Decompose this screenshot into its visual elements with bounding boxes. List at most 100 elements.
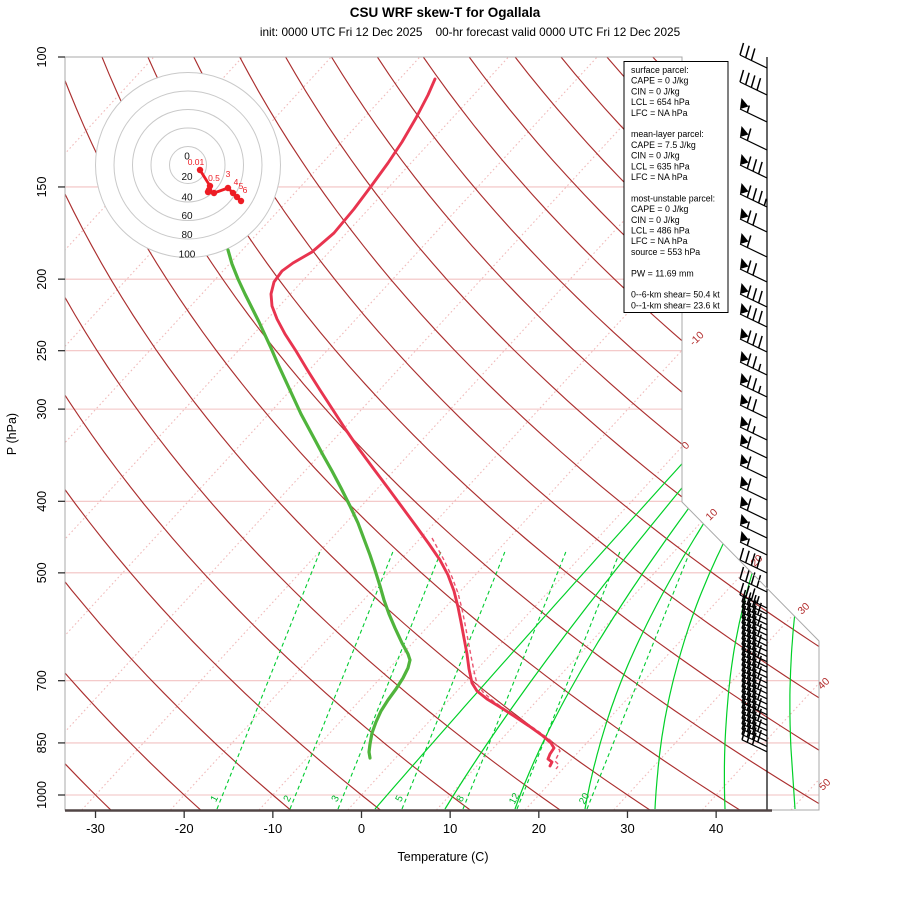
y-axis-tick-label: 1000 xyxy=(35,781,49,809)
dewpoint-curve xyxy=(226,248,412,760)
parcel-info-line: CIN = 0 J/kg xyxy=(631,86,680,96)
x-axis-title: Temperature (C) xyxy=(398,850,489,864)
parcel-info-line: most-unstable parcel: xyxy=(631,193,715,203)
wind-barb xyxy=(741,637,768,663)
parcel-info-line: LFC = NA hPa xyxy=(631,172,688,182)
parcel-info-line: surface parcel: xyxy=(631,65,689,75)
hodograph-point xyxy=(224,184,232,192)
x-axis-tick-label: 30 xyxy=(620,821,634,836)
dry-adiabat-line xyxy=(65,57,206,810)
dry-adiabat-line xyxy=(65,57,386,810)
isotherm-line xyxy=(65,57,509,810)
hodograph-height-label: 0.01 xyxy=(188,157,205,167)
wind-barb xyxy=(739,566,768,593)
wind-barb xyxy=(741,658,768,684)
isotherm-line xyxy=(701,57,819,810)
parcel-info-line: LFC = NA hPa xyxy=(631,108,688,118)
isotherm-label: 40 xyxy=(816,675,833,692)
wind-barb xyxy=(739,303,768,328)
wind-barb xyxy=(739,69,768,96)
parcel-info-line: 0--6-km shear= 50.4 kt xyxy=(631,290,720,300)
dry-adiabat-line xyxy=(285,57,819,810)
dry-adiabat-line xyxy=(65,57,296,810)
isotherm-line xyxy=(65,57,598,810)
wind-barb xyxy=(739,547,768,574)
wind-barb xyxy=(739,42,768,69)
wind-barb xyxy=(739,531,768,556)
mixing-ratio-label: 5 xyxy=(394,793,407,803)
chart-title: CSU WRF skew-T for Ogallala xyxy=(349,5,541,20)
wind-barb xyxy=(741,589,768,615)
parcel-info-line: CIN = 0 J/kg xyxy=(631,215,680,225)
hodograph-ring-label: 40 xyxy=(181,193,193,204)
wind-barbs xyxy=(739,42,768,810)
hodograph-height-label: 0.5 xyxy=(208,173,220,183)
y-axis-tick-label: 300 xyxy=(35,399,49,420)
hodograph-point xyxy=(237,197,245,205)
hodograph-height-label: 6 xyxy=(243,185,248,195)
dry-adiabat-line xyxy=(331,57,819,810)
dry-adiabat-line xyxy=(468,57,819,810)
y-axis-tick-label: 100 xyxy=(35,47,49,68)
mixing-ratio-label: 8 xyxy=(455,793,468,803)
parcel-info-line: CIN = 0 J/kg xyxy=(631,151,680,161)
parcel-info-line: 0--1-km shear= 23.6 kt xyxy=(631,300,720,310)
hodograph-height-label: 3 xyxy=(226,169,231,179)
wind-barb xyxy=(739,126,768,151)
parcel-info-line: LCL = 635 hPa xyxy=(631,161,690,171)
x-axis-tick-label: 0 xyxy=(358,821,365,836)
mixing-ratio-label: 1 xyxy=(209,793,222,803)
isotherm-line xyxy=(258,57,819,810)
hodograph-ring-label: 60 xyxy=(181,211,193,222)
wind-barb xyxy=(739,258,768,283)
wind-barb xyxy=(739,476,768,501)
hodograph-height-label: 4 xyxy=(234,177,239,187)
y-axis-tick-label: 250 xyxy=(35,340,49,361)
mixing-ratio-label: 2 xyxy=(282,793,295,803)
isotherm-line xyxy=(65,57,687,810)
x-axis-tick-label: 40 xyxy=(709,821,723,836)
wind-barb xyxy=(739,454,768,479)
x-axis-tick-label: -30 xyxy=(86,821,105,836)
wind-barb xyxy=(739,233,768,258)
isotherm-label: 10 xyxy=(704,506,721,523)
dry-adiabat-line xyxy=(239,57,819,810)
moist-adiabat-line xyxy=(789,57,819,810)
hodograph-point xyxy=(233,193,241,201)
dry-adiabat-line xyxy=(193,57,819,810)
parcel-info-line: PW = 11.69 mm xyxy=(631,268,694,278)
mixing-ratio-label: 20 xyxy=(577,791,592,806)
x-axis-tick-label: -20 xyxy=(175,821,194,836)
isotherm-line xyxy=(790,57,819,810)
wind-barb xyxy=(739,496,768,521)
wind-barb xyxy=(739,328,768,353)
temperature-curve xyxy=(269,77,556,768)
isotherm-line xyxy=(65,57,421,810)
x-axis-tick-label: 20 xyxy=(532,821,546,836)
wind-barb xyxy=(739,514,768,539)
wind-barb xyxy=(739,154,768,179)
parcel-info-line: CAPE = 7.5 J/kg xyxy=(631,140,696,150)
dry-adiabat-line xyxy=(65,57,476,810)
y-axis-tick-label: 400 xyxy=(35,491,49,512)
parcel-info-line: LCL = 654 hPa xyxy=(631,97,690,107)
parcel-info-line: CAPE = 0 J/kg xyxy=(631,204,689,214)
wind-barb xyxy=(739,183,768,208)
axes: -30 -20 -10 0 10 20 30 401001502002503004005007… xyxy=(5,47,723,864)
hodograph-ring-label: 100 xyxy=(179,250,196,261)
wind-barb xyxy=(741,616,768,642)
parcel-info-line: LCL = 486 hPa xyxy=(631,226,690,236)
hodograph-point xyxy=(229,189,237,197)
mixing-ratio-label: 12 xyxy=(507,791,522,806)
parcel-info-line: source = 553 hPa xyxy=(631,247,700,257)
mixing-ratio-label: 3 xyxy=(330,793,343,803)
hodograph-ring-label: 20 xyxy=(181,172,193,183)
parcel-info-border xyxy=(623,61,729,313)
hodograph-inset: 0 20 40 60 80 100 0.010.5 34 5 6 xyxy=(95,72,281,261)
parcel-info-line: LFC = NA hPa xyxy=(631,236,688,246)
y-axis-tick-label: 200 xyxy=(35,269,49,290)
dry-adiabat-line xyxy=(560,57,819,810)
